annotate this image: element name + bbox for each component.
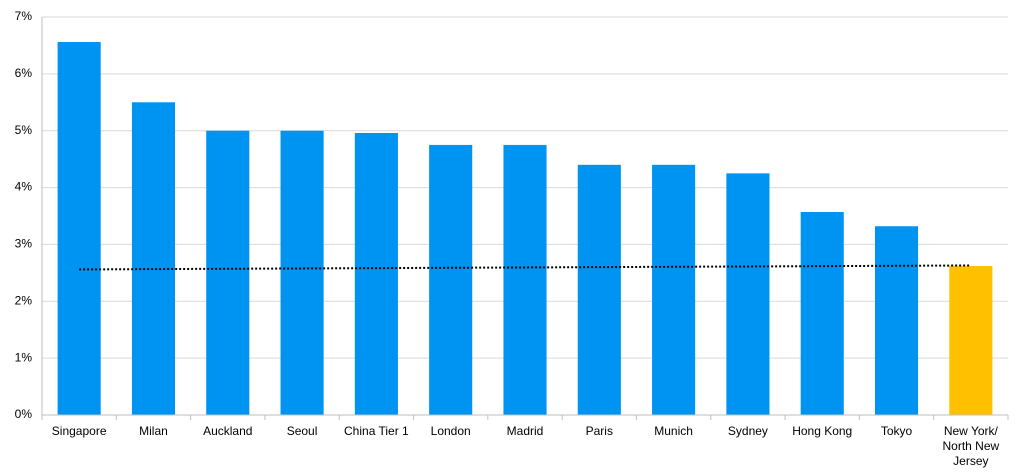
bar — [131, 102, 176, 416]
bar — [206, 130, 250, 415]
y-tick-label: 7% — [15, 9, 33, 23]
x-tick-label: Munich — [654, 424, 693, 438]
x-tick-label: Seoul — [286, 424, 318, 438]
bar — [280, 130, 324, 415]
x-tick-label: Hong Kong — [792, 424, 853, 438]
y-tick-label: 6% — [15, 66, 33, 80]
x-tick-label: Milan — [139, 424, 168, 438]
y-tick-label: 0% — [15, 407, 33, 421]
x-tick-label: Madrid — [506, 424, 544, 438]
x-tick-label: London — [430, 424, 471, 438]
y-tick-label: 3% — [15, 237, 33, 251]
bar — [726, 173, 770, 415]
bar — [652, 164, 696, 415]
x-tick-label: Sydney — [727, 424, 768, 438]
y-tick-label: 1% — [15, 350, 33, 364]
x-tick-label: China Tier 1 — [344, 424, 409, 438]
bar — [503, 144, 547, 415]
bar — [874, 226, 919, 415]
bar — [354, 132, 398, 415]
x-tick-label: Paris — [585, 424, 613, 438]
y-tick-label: 5% — [15, 123, 33, 137]
x-tick-label: New York/ North New Jersey — [942, 424, 1000, 468]
y-tick-label: 2% — [15, 293, 33, 307]
bar — [57, 42, 101, 415]
bar — [429, 144, 473, 415]
bar — [577, 164, 621, 415]
x-tick-label: Tokyo — [880, 424, 913, 438]
x-tick-label: Singapore — [51, 424, 107, 438]
bar — [949, 266, 993, 415]
x-tick-label: Auckland — [203, 424, 253, 438]
bar — [800, 212, 844, 415]
trend-line — [79, 264, 971, 271]
y-tick-label: 4% — [15, 180, 33, 194]
